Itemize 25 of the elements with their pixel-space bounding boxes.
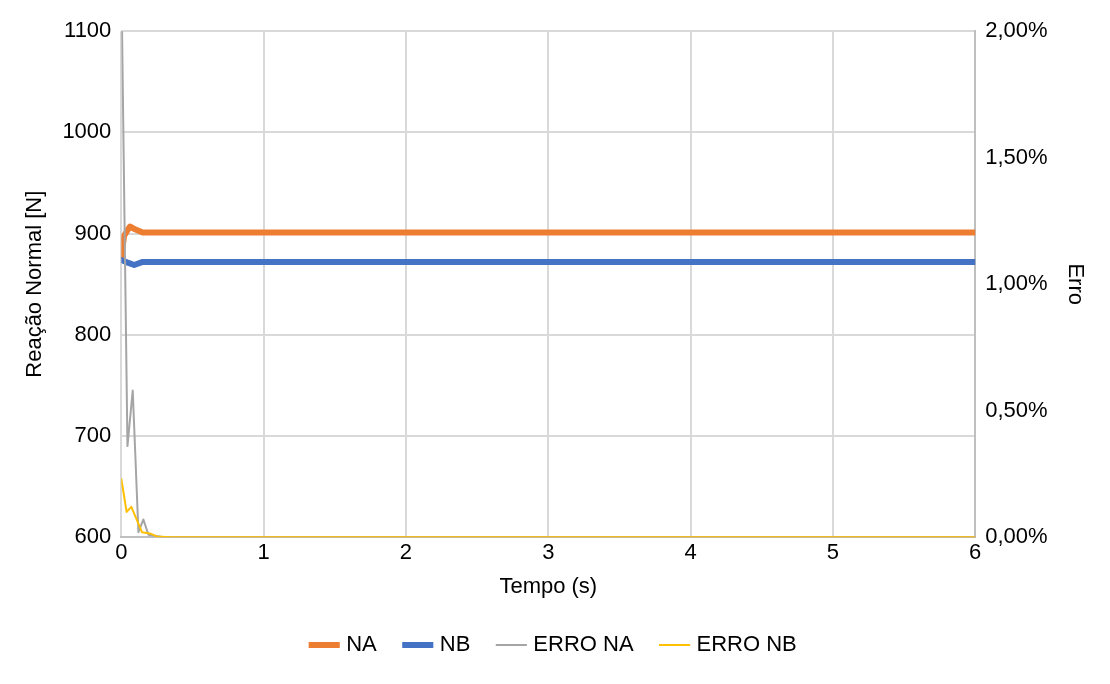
x-tick-label: 1 <box>257 539 270 565</box>
y2-axis-title: Erro <box>1063 263 1089 305</box>
y-tick-label: 900 <box>74 219 112 245</box>
y2-tick-label: 2,00% <box>985 17 1048 43</box>
x-tick-label: 6 <box>969 539 982 565</box>
x-tick-label: 0 <box>115 539 128 565</box>
y2-tick-label: 1,50% <box>985 143 1048 169</box>
y-tick-label: 800 <box>74 320 112 346</box>
y2-tick-label: 0,50% <box>985 396 1048 422</box>
legend-label: NA <box>346 631 378 657</box>
x-tick-label: 4 <box>684 539 697 565</box>
y-tick-label: 700 <box>74 422 112 448</box>
y-tick-label: 1000 <box>62 118 112 144</box>
legend-label: ERRO NA <box>533 631 634 657</box>
y-tick-label: 1100 <box>64 17 112 43</box>
y-axis-title: Reação Normal [N] <box>21 190 47 378</box>
y-tick-label: 600 <box>74 523 112 549</box>
x-axis-title: Tempo (s) <box>499 572 598 598</box>
x-tick-label: 3 <box>542 539 555 565</box>
legend-label: ERRO NB <box>696 631 797 657</box>
legend-label: NB <box>439 631 471 657</box>
x-tick-label: 2 <box>399 539 413 565</box>
y2-tick-label: 0,00% <box>985 523 1048 549</box>
x-tick-label: 5 <box>826 539 840 565</box>
y2-tick-label: 1,00% <box>985 270 1048 296</box>
